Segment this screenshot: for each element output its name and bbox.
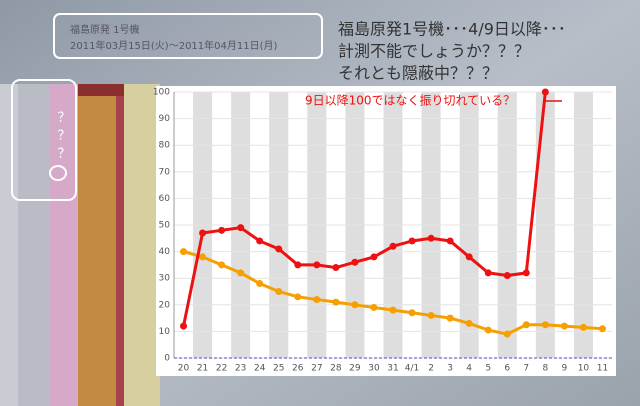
data-point <box>522 321 530 329</box>
data-point <box>408 237 416 245</box>
data-point <box>351 258 359 266</box>
data-point <box>370 253 378 261</box>
x-tick-label: 27 <box>311 364 322 374</box>
data-point <box>294 293 302 301</box>
side-mark: ？ <box>57 129 70 144</box>
x-tick-label: 25 <box>273 364 284 374</box>
data-point <box>389 306 397 314</box>
y-tick-label: 50 <box>159 221 171 231</box>
data-point <box>541 88 549 96</box>
side-mark: ？ <box>57 147 70 162</box>
data-point <box>237 224 245 232</box>
title-line: それとも隠蔽中？？？ <box>338 64 498 83</box>
x-tick-label: 30 <box>368 364 380 374</box>
data-point <box>180 248 188 256</box>
x-tick-label: 4/1 <box>405 364 419 374</box>
y-tick-label: 60 <box>159 194 171 204</box>
header-text: 福島原発 1号機 <box>70 23 140 36</box>
data-point <box>180 322 188 330</box>
side-mark: ？ <box>57 111 70 126</box>
y-tick-label: 90 <box>159 114 171 124</box>
data-point <box>332 298 340 306</box>
header-text: 2011年03月15日(火)〜2011年04月11日(月) <box>70 39 278 52</box>
background-table <box>0 84 160 406</box>
x-tick-label: 26 <box>292 364 304 374</box>
data-point <box>503 272 511 280</box>
y-tick-label: 70 <box>159 167 171 177</box>
data-point <box>275 288 283 295</box>
x-tick-label: 28 <box>330 364 342 374</box>
title-line: 計測不能でしょうか？？？ <box>338 42 530 61</box>
data-point <box>465 253 473 261</box>
y-tick-label: 100 <box>153 88 170 98</box>
y-tick-label: 40 <box>159 247 171 257</box>
data-point <box>541 321 549 329</box>
data-point <box>237 269 245 277</box>
x-tick-label: 20 <box>178 364 190 374</box>
data-point <box>484 326 492 334</box>
data-point <box>370 303 378 311</box>
x-tick-label: 7 <box>523 364 529 374</box>
data-point <box>389 242 397 250</box>
x-tick-label: 2 <box>428 364 434 374</box>
data-point <box>484 269 492 277</box>
x-tick-label: 24 <box>254 364 266 374</box>
x-tick-label: 29 <box>349 364 361 374</box>
data-point <box>579 323 587 331</box>
data-point <box>256 237 264 245</box>
x-tick-label: 3 <box>447 364 453 374</box>
x-tick-label: 22 <box>216 364 227 374</box>
data-point <box>218 226 226 234</box>
data-point <box>446 237 454 245</box>
x-tick-label: 31 <box>387 364 398 374</box>
data-point <box>313 261 321 269</box>
data-point <box>427 311 435 319</box>
annotation: 9日以降100ではなく振り切れている？ <box>305 94 515 108</box>
y-tick-label: 20 <box>159 300 171 310</box>
data-point <box>427 234 435 242</box>
x-tick-label: 10 <box>578 364 590 374</box>
x-tick-label: 11 <box>597 364 608 374</box>
data-point <box>313 295 321 303</box>
data-point <box>522 269 530 277</box>
y-tick-label: 0 <box>164 354 170 364</box>
data-point <box>598 325 606 333</box>
data-point <box>465 319 473 327</box>
y-tick-label: 10 <box>159 327 171 337</box>
x-tick-label: 4 <box>466 364 472 374</box>
x-tick-label: 21 <box>197 364 208 374</box>
data-point <box>503 330 511 338</box>
highlight-box <box>11 79 77 201</box>
x-tick-label: 5 <box>485 364 491 374</box>
data-point <box>218 261 226 269</box>
x-tick-label: 23 <box>235 364 246 374</box>
data-point <box>408 309 416 317</box>
data-point <box>560 322 568 330</box>
data-point <box>199 229 207 237</box>
title-line: 福島原発1号機･･･4/9日以降･･･ <box>338 20 566 39</box>
x-tick-label: 9 <box>562 364 568 374</box>
data-point <box>199 253 207 261</box>
header-box <box>53 13 323 59</box>
highlight-oval <box>49 165 67 181</box>
y-tick-label: 30 <box>159 274 171 284</box>
x-tick-label: 6 <box>504 364 510 374</box>
data-point <box>332 264 340 272</box>
series-line <box>182 91 547 327</box>
x-tick-label: 8 <box>542 364 548 374</box>
data-point <box>446 314 454 322</box>
data-point <box>256 280 264 288</box>
y-tick-label: 80 <box>159 141 171 151</box>
data-point <box>351 301 359 309</box>
data-point <box>275 245 283 253</box>
data-point <box>294 261 302 269</box>
